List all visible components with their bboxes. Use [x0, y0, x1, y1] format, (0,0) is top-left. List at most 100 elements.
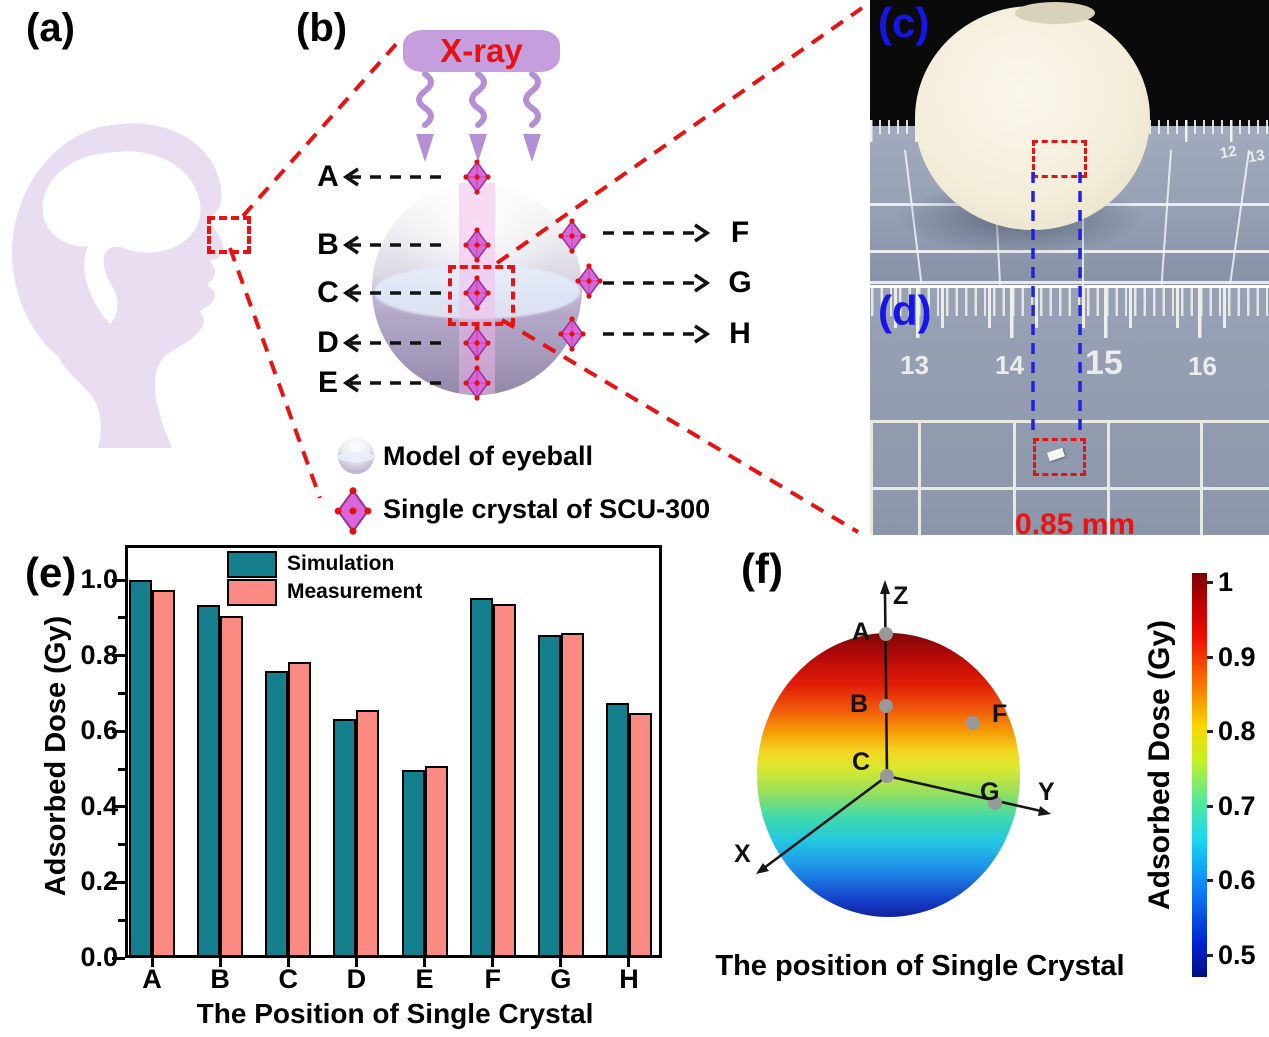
x-tick-mark	[423, 958, 427, 967]
y-tick-label: 1.0	[80, 564, 118, 594]
point-C-dot	[880, 769, 894, 783]
ruler-number: 14	[995, 350, 1024, 380]
panel-e-bar-chart: (e) Adsorbed Dose (Gy) The Position of S…	[0, 540, 700, 1037]
ruler-number: 13	[900, 350, 929, 380]
y-tick-label: 0.0	[80, 942, 118, 972]
panel-b: (b) X-ray	[280, 0, 770, 540]
photo-d-gridline	[1200, 420, 1203, 535]
legend-series-label: Simulation	[287, 552, 395, 575]
panel-e-label: (e)	[25, 549, 77, 596]
point-A-dot	[879, 627, 893, 641]
y-tick-mark	[112, 578, 125, 582]
legend-swatch	[227, 550, 277, 578]
point-B-dot	[879, 699, 893, 713]
position-label-D: D	[317, 326, 339, 359]
x-tick-mark	[150, 958, 154, 967]
y-axis-label: Y	[1038, 778, 1055, 806]
legend-row-measurement: Measurement	[227, 578, 422, 606]
xyz-axes-icon	[756, 580, 1051, 874]
eyeball-top-crater	[1015, 2, 1095, 24]
colorbar-tick-label: 0.7	[1218, 791, 1256, 821]
y-tick-mark	[118, 843, 125, 847]
x-tick-label: G	[550, 964, 572, 994]
y-tick-label: 0.8	[80, 639, 118, 670]
crystal-size-label: 0.85 mm	[1014, 508, 1136, 535]
colorbar-tick	[1207, 954, 1213, 957]
crystal-diamond-icon	[334, 487, 372, 535]
photo-d-ruler-ticks	[870, 288, 1269, 338]
y-tick-mark	[112, 805, 125, 809]
position-label-G: G	[728, 266, 752, 299]
y-tick-mark	[112, 956, 125, 960]
bars-layer	[125, 545, 662, 958]
panel-f-dose-sphere: (f) A B C F G Z Y X The position of Sing…	[700, 540, 1269, 1037]
x-tick-label: C	[278, 964, 299, 994]
position-label-E: E	[317, 366, 338, 399]
ruler-number: 12	[1218, 142, 1239, 163]
colorbar-tick-label: 0.6	[1218, 865, 1256, 895]
photo-d-gridline	[918, 420, 921, 535]
panel-c-photo: 12 13 (c)	[870, 0, 1269, 285]
legend-row-simulation: Simulation	[227, 550, 422, 578]
y-tick-mark	[118, 918, 125, 922]
y-tick-label: 0.4	[80, 790, 118, 821]
colorbar-tick-label: 0.8	[1218, 716, 1256, 746]
y-tick-mark	[112, 880, 125, 884]
head-silhouette-icon	[11, 123, 224, 448]
position-label-F: F	[730, 216, 750, 249]
photo-c-gridline	[870, 250, 1269, 253]
legend-swatch	[227, 578, 277, 606]
colorbar-tick	[1207, 656, 1213, 659]
x-tick-mark	[218, 958, 222, 967]
x-tick-mark	[354, 958, 358, 967]
point-F-label: F	[992, 700, 1008, 728]
point-B-label: B	[850, 690, 869, 718]
x-tick-label: B	[210, 964, 230, 994]
y-tick-label: 0.6	[80, 715, 118, 746]
panel-f-label: (f)	[741, 545, 783, 592]
legend-series-label: Measurement	[287, 580, 423, 603]
ruler-number: 16	[1188, 351, 1217, 381]
chart-legend: Simulation Measurement	[227, 550, 422, 606]
x-tick-mark	[627, 958, 631, 967]
colorbar-tick-label: 0.5	[1218, 940, 1256, 970]
eyeball-sphere-icon	[338, 438, 374, 474]
z-axis-label: Z	[893, 582, 909, 610]
ruler-number: 13	[1246, 146, 1267, 167]
crystal-zoom-box-c	[1032, 140, 1087, 178]
colorbar-tick-label: 1	[1218, 567, 1234, 597]
photo-c-gridline	[870, 281, 1269, 284]
x-axis-label: X	[734, 840, 751, 868]
crystal-zoom-box	[448, 265, 515, 326]
position-label-H: H	[729, 317, 751, 350]
photo-d-gridline	[1013, 420, 1016, 535]
y-tick-mark	[118, 616, 125, 620]
y-tick-mark	[112, 729, 125, 733]
ruler-number: 15	[1085, 344, 1123, 382]
x-tick-label: E	[415, 964, 434, 994]
point-F-dot	[966, 716, 980, 730]
colorbar-tick-label: 0.9	[1218, 642, 1256, 672]
x-tick-label: F	[484, 964, 501, 994]
x-tick-mark	[286, 958, 290, 967]
colorbar-title: Adsorbed Dose (Gy)	[1143, 619, 1176, 911]
position-label-A: A	[317, 160, 339, 193]
panel-a: (a)	[0, 0, 280, 540]
colorbar-tick	[1207, 879, 1213, 882]
panel-d-photo: 13 14 15 16 0.85 mm (d)	[870, 288, 1269, 535]
y-tick-mark	[118, 691, 125, 695]
point-C-label: C	[852, 748, 871, 776]
eye-zoom-box	[207, 216, 251, 254]
legend-eyeball-label: Model of eyeball	[383, 441, 594, 471]
panel-a-label: (a)	[26, 6, 75, 50]
y-tick-label: 0.2	[80, 866, 118, 897]
x-tick-label: A	[142, 964, 162, 994]
x-tick-mark	[559, 958, 563, 967]
plot-frame	[125, 545, 662, 958]
colorbar-tick	[1207, 730, 1213, 733]
photo-d-gridline	[870, 420, 873, 535]
panel-d-label: (d)	[878, 288, 932, 334]
embedded-crystal-dot	[1045, 146, 1058, 157]
photo-d-gridline	[870, 487, 1269, 490]
